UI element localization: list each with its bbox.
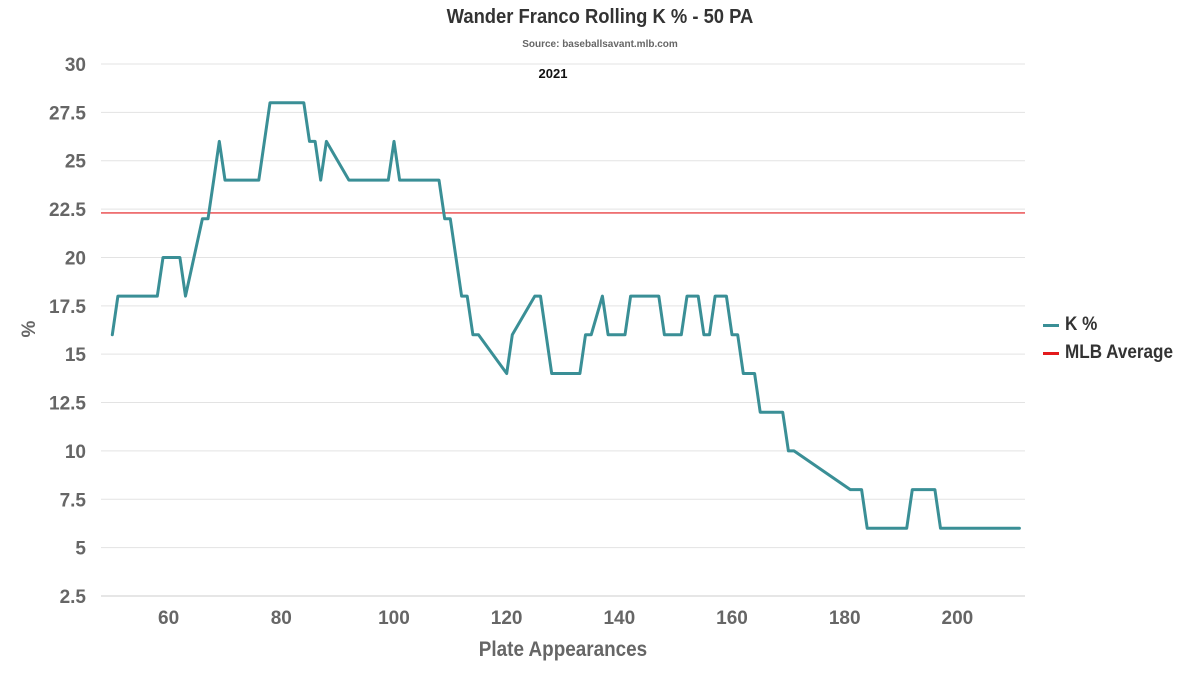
series-k-pct-line [110,101,1021,530]
y-tick-label: 20 [65,248,86,269]
x-tick-label: 180 [829,608,861,629]
year-annotation: 2021 [538,66,568,81]
x-tick-label: 60 [158,608,179,629]
y-axis-ticks: 2.5 5 7.5 10 12.5 15 17.5 20 22.5 25 27.5 30 [49,55,86,608]
legend-label-mlb-average: MLB Average [1065,342,1174,363]
y-tick-label: 17.5 [49,297,86,318]
x-axis-ticks: 60 80 100 120 140 160 180 200 [158,608,973,629]
y-tick-label: 15 [65,345,87,366]
x-tick-label: 80 [271,608,292,629]
y-tick-label: 10 [65,442,86,463]
series-layer [101,101,1025,530]
legend-label-k-pct: K % [1065,314,1098,335]
y-tick-label: 30 [65,55,86,76]
y-tick-label: 2.5 [60,587,87,608]
chart-title: Wander Franco Rolling K % - 50 PA [446,6,754,28]
legend-item-k-pct[interactable]: K % [1043,311,1185,339]
legend-item-mlb-average[interactable]: MLB Average [1043,339,1185,367]
y-axis-label: % [19,320,40,337]
legend: K % MLB Average [1043,311,1185,367]
x-tick-label: 120 [491,608,523,629]
y-tick-label: 27.5 [49,103,86,124]
chart-subtitle: Source: baseballsavant.mlb.com [522,39,678,50]
x-axis-label: Plate Appearances [479,638,647,661]
y-tick-label: 25 [65,152,87,173]
x-tick-label: 100 [378,608,410,629]
y-tick-label: 7.5 [60,490,87,511]
legend-swatch-k-pct [1043,323,1059,327]
x-tick-label: 200 [942,608,974,629]
y-tick-label: 12.5 [49,394,86,415]
x-tick-label: 140 [603,608,635,629]
legend-swatch-mlb-average [1043,351,1059,355]
gridlines [101,63,1025,597]
y-tick-label: 22.5 [49,200,86,221]
y-tick-label: 5 [75,539,86,560]
x-tick-label: 160 [716,608,748,629]
